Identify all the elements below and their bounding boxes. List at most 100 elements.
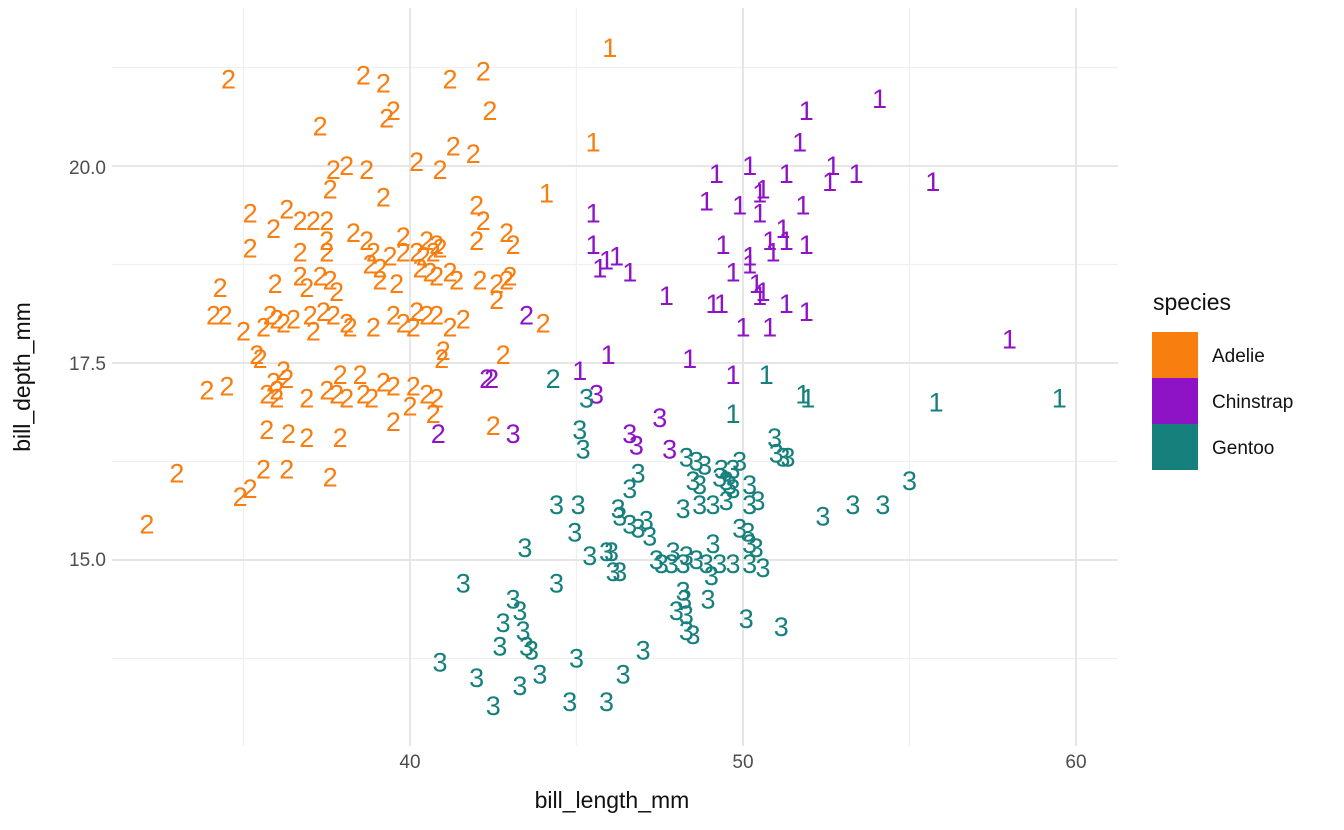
data-point-label: 2 xyxy=(319,238,334,268)
data-point-label: 3 xyxy=(769,439,784,469)
data-point-label: 1 xyxy=(682,344,697,374)
data-point-label: 2 xyxy=(372,265,387,295)
legend-swatch-gentoo xyxy=(1152,424,1198,470)
data-point-label: 1 xyxy=(609,242,624,272)
data-point-label: 2 xyxy=(472,265,487,295)
data-point-label: 1 xyxy=(752,281,767,311)
data-point-label: 3 xyxy=(815,502,830,532)
data-point-label: 3 xyxy=(622,419,637,449)
data-point-label: 2 xyxy=(496,340,511,370)
data-point-label: 2 xyxy=(436,336,451,366)
data-point-label: 3 xyxy=(599,537,614,567)
data-point-label: 2 xyxy=(243,234,258,264)
data-point-label: 3 xyxy=(749,533,764,563)
data-point-label: 2 xyxy=(432,155,447,185)
data-point-label: 2 xyxy=(379,104,394,134)
legend-swatch-chinstrap xyxy=(1152,378,1198,424)
data-point-label: 1 xyxy=(800,384,815,414)
data-point-label: 2 xyxy=(276,356,291,386)
data-point-label: 3 xyxy=(569,644,584,674)
data-point-label: 2 xyxy=(221,64,236,94)
data-point-label: 2 xyxy=(489,285,504,315)
data-point-label: 1 xyxy=(799,230,814,260)
data-point-label: 1 xyxy=(792,127,807,157)
data-point-label: 1 xyxy=(725,257,740,287)
data-point-label: 1 xyxy=(925,167,940,197)
data-point-label: 1 xyxy=(705,289,720,319)
data-point-label: 3 xyxy=(712,549,727,579)
data-point-label: 3 xyxy=(512,671,527,701)
data-point-label: 3 xyxy=(432,647,447,677)
y-axis-title: bill_depth_mm xyxy=(9,302,35,452)
data-point-label: 2 xyxy=(326,155,341,185)
data-point-label: 2 xyxy=(346,218,361,248)
data-point-label: 3 xyxy=(722,470,737,500)
data-point-label: 3 xyxy=(714,454,729,484)
data-point-label: 2 xyxy=(259,415,274,445)
data-point-label: 2 xyxy=(256,313,271,343)
data-point-label: 3 xyxy=(742,470,757,500)
data-point-label: 2 xyxy=(356,380,371,410)
data-point-label: 3 xyxy=(679,600,694,630)
data-point-label: 3 xyxy=(767,423,782,453)
data-point-label: 3 xyxy=(679,616,694,646)
data-point-label: 2 xyxy=(362,250,377,280)
data-point-label: 3 xyxy=(664,549,679,579)
data-point-label: 2 xyxy=(416,242,431,272)
data-point-label: 1 xyxy=(759,360,774,390)
data-point-label: 2 xyxy=(429,384,444,414)
data-point-label: 2 xyxy=(323,265,338,295)
data-point-label: 2 xyxy=(253,344,268,374)
data-point-label: 2 xyxy=(389,269,404,299)
x-axis-title: bill_length_mm xyxy=(535,787,690,813)
data-point-label: 2 xyxy=(279,364,294,394)
data-point-label: 3 xyxy=(589,380,604,410)
data-point-label: 2 xyxy=(356,60,371,90)
data-point-label: 1 xyxy=(725,360,740,390)
data-point-label: 3 xyxy=(519,632,534,662)
data-point-label: 3 xyxy=(631,458,646,488)
data-point-label: 2 xyxy=(326,301,341,331)
data-point-label: 3 xyxy=(567,517,582,547)
data-point-label: 1 xyxy=(1002,324,1017,354)
data-point-label: 2 xyxy=(249,340,264,370)
data-point-label: 2 xyxy=(476,206,491,236)
data-point-label: 3 xyxy=(549,569,564,599)
data-point-label: 1 xyxy=(539,179,554,209)
data-point-label: 2 xyxy=(236,317,251,347)
data-point-label: 2 xyxy=(419,380,434,410)
data-point-label: 3 xyxy=(742,549,757,579)
y-tick-15: 15.0 xyxy=(69,550,106,571)
legend-label-chinstrap: Chinstrap xyxy=(1212,392,1293,413)
data-point-label: 2 xyxy=(419,226,434,256)
data-point-label: 2 xyxy=(319,206,334,236)
data-point-label: 2 xyxy=(139,510,154,540)
data-point-label: 1 xyxy=(929,387,944,417)
data-point-label: 3 xyxy=(549,490,564,520)
data-point-label: 2 xyxy=(484,364,499,394)
data-point-label: 1 xyxy=(725,399,740,429)
data-point-label: 3 xyxy=(636,636,651,666)
data-point-label: 2 xyxy=(319,376,334,406)
data-point-label: 2 xyxy=(372,253,387,283)
data-point-label: 1 xyxy=(735,313,750,343)
data-point-label: 3 xyxy=(486,691,501,721)
data-point-label: 3 xyxy=(506,584,521,614)
data-point-label: 3 xyxy=(719,486,734,516)
data-point-label: 1 xyxy=(795,380,810,410)
data-point-label: 2 xyxy=(456,305,471,335)
data-point-label: 2 xyxy=(293,238,308,268)
data-point-label: 3 xyxy=(705,490,720,520)
data-point-label: 1 xyxy=(715,230,730,260)
data-point-label: 3 xyxy=(732,447,747,477)
data-point-label: 3 xyxy=(705,529,720,559)
data-point-label: 2 xyxy=(449,265,464,295)
data-point-label: 3 xyxy=(677,584,692,614)
data-point-label: 2 xyxy=(446,131,461,161)
data-point-label: 3 xyxy=(496,608,511,638)
data-point-label: 2 xyxy=(269,384,284,414)
data-point-label: 3 xyxy=(492,632,507,662)
data-point-label: 1 xyxy=(775,214,790,244)
data-point-label: 2 xyxy=(486,411,501,441)
